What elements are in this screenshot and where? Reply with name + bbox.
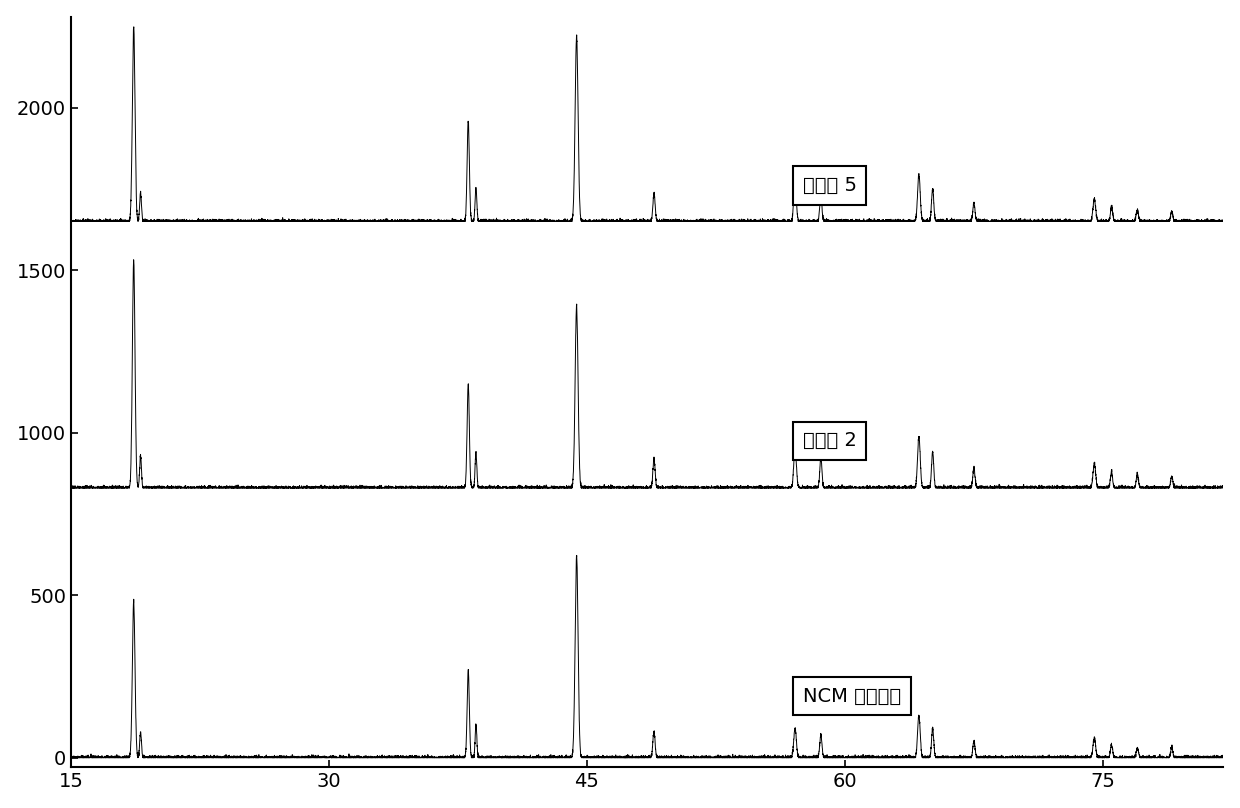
Text: NCM 极片原料: NCM 极片原料 bbox=[802, 687, 900, 705]
Text: 实施例 5: 实施例 5 bbox=[802, 176, 857, 195]
Text: 实施例 2: 实施例 2 bbox=[802, 431, 857, 450]
